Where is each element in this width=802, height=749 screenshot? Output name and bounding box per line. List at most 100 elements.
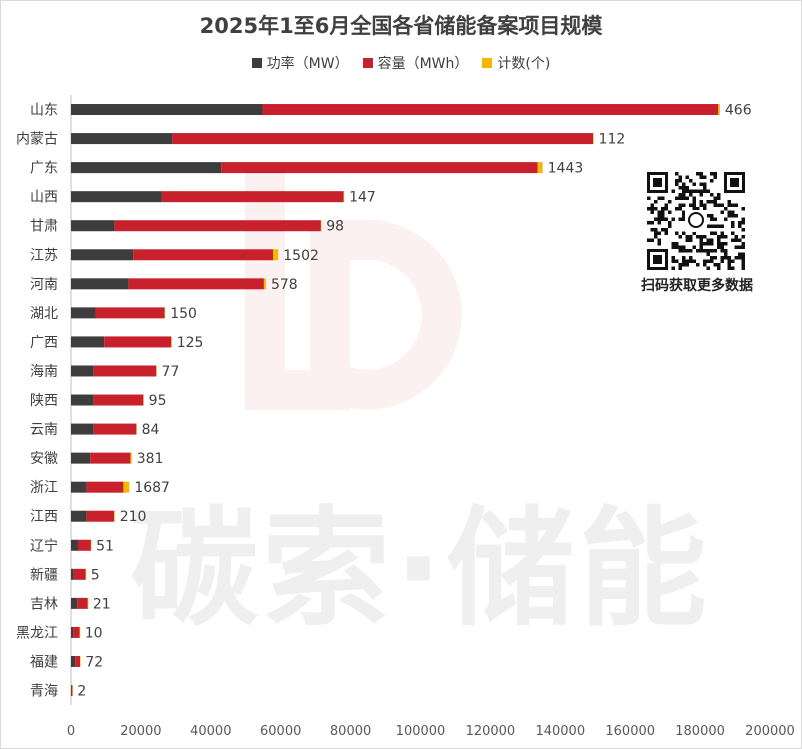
bar-count bbox=[90, 539, 92, 551]
qr-module bbox=[710, 193, 714, 197]
qr-module bbox=[713, 217, 717, 221]
data-label: 95 bbox=[149, 393, 167, 409]
data-label: 147 bbox=[349, 190, 376, 206]
qr-module bbox=[689, 238, 693, 242]
qr-module bbox=[710, 200, 714, 204]
x-tick-label: 200000 bbox=[745, 724, 795, 739]
qr-module bbox=[689, 203, 693, 207]
qr-module bbox=[678, 203, 682, 207]
qr-module bbox=[741, 266, 745, 270]
qr-module bbox=[657, 196, 661, 200]
legend-swatch-power bbox=[251, 58, 262, 68]
qr-module bbox=[689, 189, 693, 193]
qr-module bbox=[675, 231, 679, 235]
qr-module bbox=[675, 242, 679, 246]
qr-module bbox=[678, 175, 682, 179]
qr-module bbox=[738, 221, 742, 225]
qr-module bbox=[682, 210, 686, 214]
qr-module bbox=[738, 245, 742, 249]
bar-count bbox=[123, 481, 130, 493]
qr-module bbox=[647, 207, 651, 211]
qr-module bbox=[675, 259, 679, 263]
qr-module bbox=[654, 235, 658, 239]
qr-module bbox=[692, 245, 696, 249]
qr-module bbox=[664, 207, 668, 211]
qr-module bbox=[717, 224, 721, 228]
qr-module bbox=[710, 224, 714, 228]
bar-count bbox=[593, 133, 594, 145]
bar-count bbox=[80, 655, 81, 667]
qr-module bbox=[678, 249, 682, 253]
qr-module bbox=[724, 235, 728, 239]
qr-module bbox=[720, 203, 724, 207]
qr-module bbox=[657, 238, 661, 242]
qr-module bbox=[713, 249, 717, 253]
bar-power bbox=[71, 626, 74, 638]
qr-module bbox=[692, 231, 696, 235]
qr-module bbox=[657, 242, 661, 246]
qr-module bbox=[706, 252, 710, 256]
bar-power bbox=[71, 452, 91, 464]
qr-module bbox=[675, 182, 679, 186]
qr-module bbox=[734, 256, 738, 260]
qr-module bbox=[661, 207, 665, 211]
qr-module bbox=[710, 259, 714, 263]
qr-module bbox=[741, 263, 745, 267]
qr-module bbox=[731, 231, 735, 235]
qr-code-image[interactable] bbox=[647, 172, 745, 270]
qr-module bbox=[661, 228, 665, 232]
qr-finder-center bbox=[653, 255, 662, 264]
qr-module bbox=[741, 256, 745, 260]
qr-module bbox=[647, 196, 651, 200]
qr-module bbox=[724, 249, 728, 253]
qr-module bbox=[731, 224, 735, 228]
qr-module bbox=[682, 214, 686, 218]
data-label: 2 bbox=[77, 684, 86, 700]
qr-module bbox=[682, 189, 686, 193]
qr-module bbox=[703, 263, 707, 267]
qr-module bbox=[671, 245, 675, 249]
category-label: 吉林 bbox=[30, 596, 58, 612]
qr-module bbox=[685, 186, 689, 190]
qr-module bbox=[678, 266, 682, 270]
data-label: 1502 bbox=[283, 248, 319, 264]
qr-finder-center bbox=[653, 178, 662, 187]
qr-module bbox=[703, 249, 707, 253]
bar-power bbox=[71, 336, 105, 348]
legend-swatch-count bbox=[482, 58, 493, 68]
qr-module bbox=[682, 231, 686, 235]
x-tick-label: 0 bbox=[67, 724, 75, 739]
qr-module bbox=[710, 231, 714, 235]
bar-power bbox=[71, 104, 263, 116]
qr-module bbox=[706, 249, 710, 253]
x-tick-label: 60000 bbox=[260, 724, 301, 739]
qr-module bbox=[685, 235, 689, 239]
bar-capacity bbox=[221, 162, 538, 174]
qr-module bbox=[706, 266, 710, 270]
qr-module bbox=[668, 224, 672, 228]
qr-module bbox=[710, 179, 714, 183]
data-label: 210 bbox=[120, 509, 147, 525]
qr-module bbox=[678, 263, 682, 267]
qr-module bbox=[717, 235, 721, 239]
category-label: 新疆 bbox=[30, 567, 58, 583]
bar-power bbox=[71, 685, 72, 697]
qr-module bbox=[727, 214, 731, 218]
qr-module bbox=[706, 224, 710, 228]
qr-module bbox=[664, 217, 668, 221]
bar-capacity bbox=[172, 133, 594, 145]
qr-module bbox=[720, 259, 724, 263]
qr-module bbox=[724, 252, 728, 256]
qr-module bbox=[689, 235, 693, 239]
qr-module bbox=[692, 207, 696, 211]
qr-module bbox=[654, 200, 658, 204]
qr-module bbox=[678, 235, 682, 239]
legend-label-count: 计数(个) bbox=[497, 56, 551, 72]
qr-module bbox=[696, 249, 700, 253]
bar-count bbox=[72, 685, 73, 697]
qr-module bbox=[720, 242, 724, 246]
bar-count bbox=[718, 104, 720, 116]
qr-module bbox=[682, 256, 686, 260]
bar-capacity bbox=[71, 685, 73, 697]
